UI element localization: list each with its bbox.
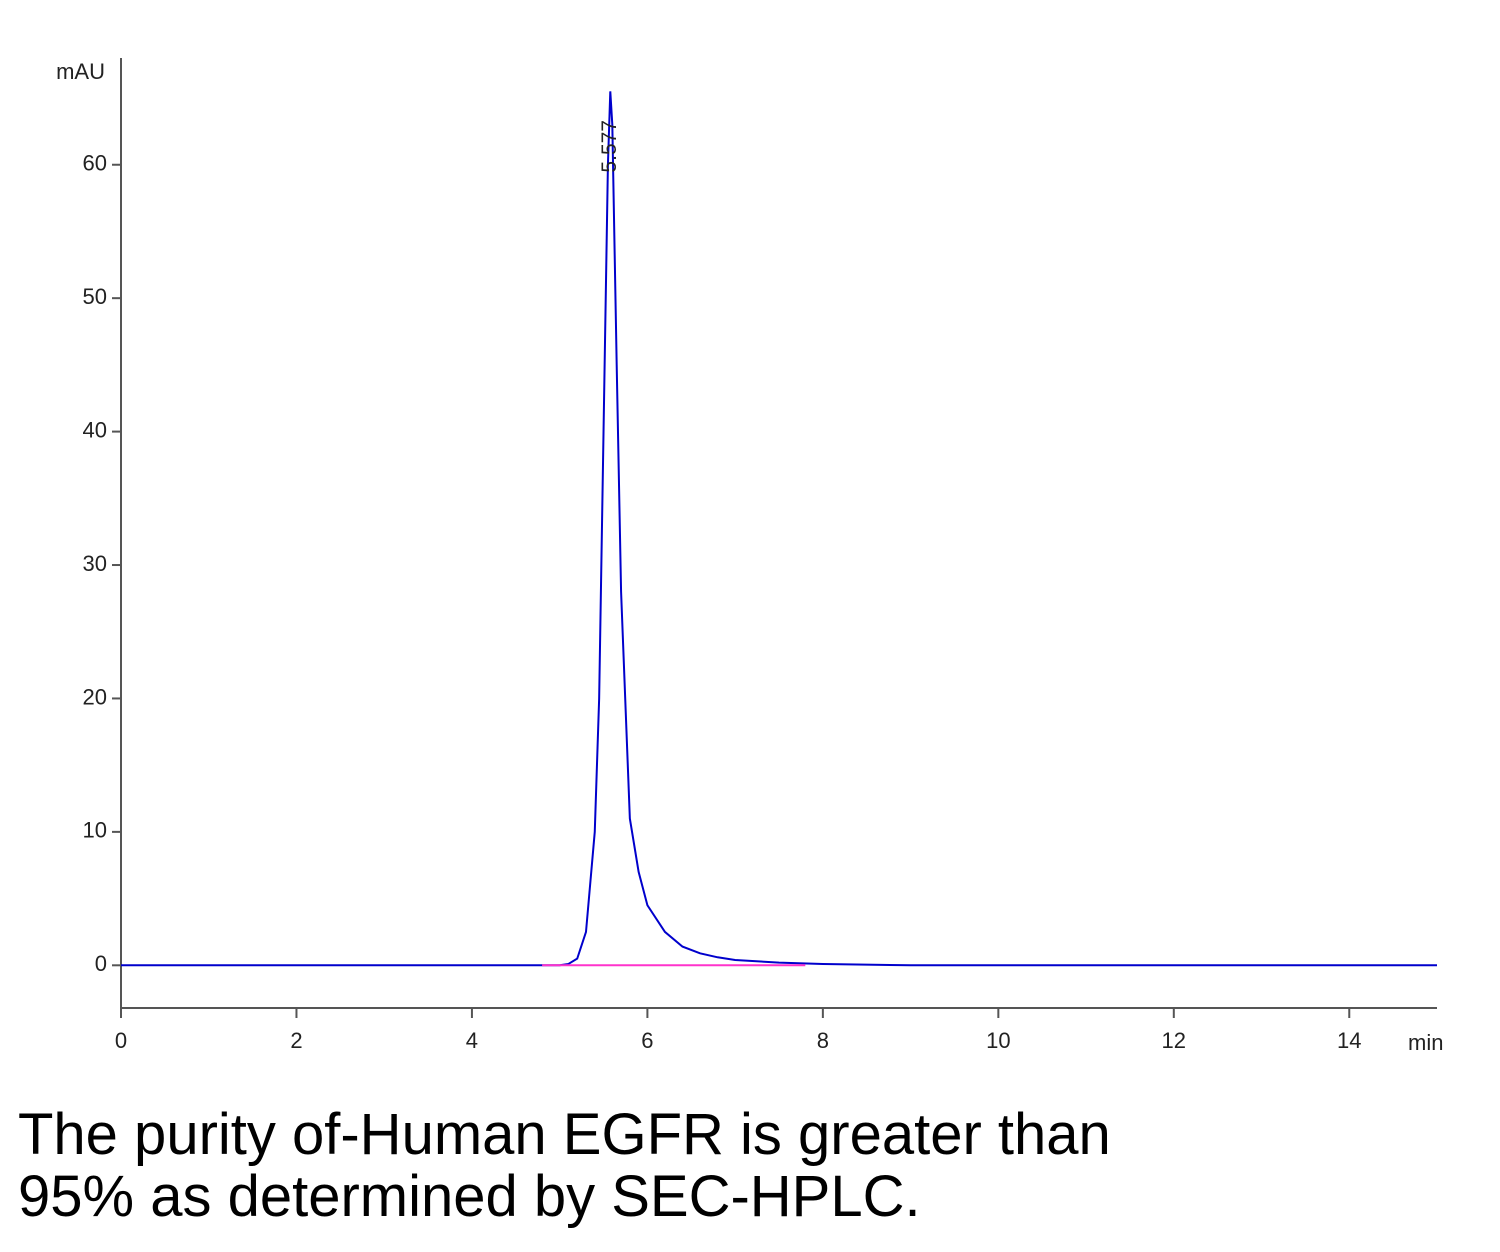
series-line [121,91,1437,967]
x-tick-label: 2 [290,1028,302,1053]
x-tick-label: 10 [986,1028,1010,1053]
x-tick-label: 14 [1337,1028,1361,1053]
y-axis-label: mAU [56,59,105,84]
x-axis-label: min [1408,1030,1443,1055]
x-tick-label: 8 [817,1028,829,1053]
y-tick-label: 50 [83,284,107,309]
x-tick-label: 0 [115,1028,127,1053]
y-tick-label: 40 [83,417,107,442]
x-tick-label: 12 [1162,1028,1186,1053]
y-tick-label: 60 [83,151,107,176]
peak-label: 5.577 [598,120,621,173]
y-tick-label: 30 [83,551,107,576]
y-tick-label: 20 [83,684,107,709]
caption-line: 95% as determined by SEC-HPLC. [18,1164,921,1229]
x-tick-label: 4 [466,1028,478,1053]
caption: The purity of-Human EGFR is greater than… [18,1104,1478,1228]
caption-line: The purity of-Human EGFR is greater than [18,1102,1111,1167]
y-tick-label: 10 [83,818,107,843]
y-tick-label: 0 [95,951,107,976]
x-tick-label: 6 [641,1028,653,1053]
chart: mAU 0 10 20 30 40 50 60 0 2 4 6 8 10 12 14 min 5.577 [56,58,1443,1055]
